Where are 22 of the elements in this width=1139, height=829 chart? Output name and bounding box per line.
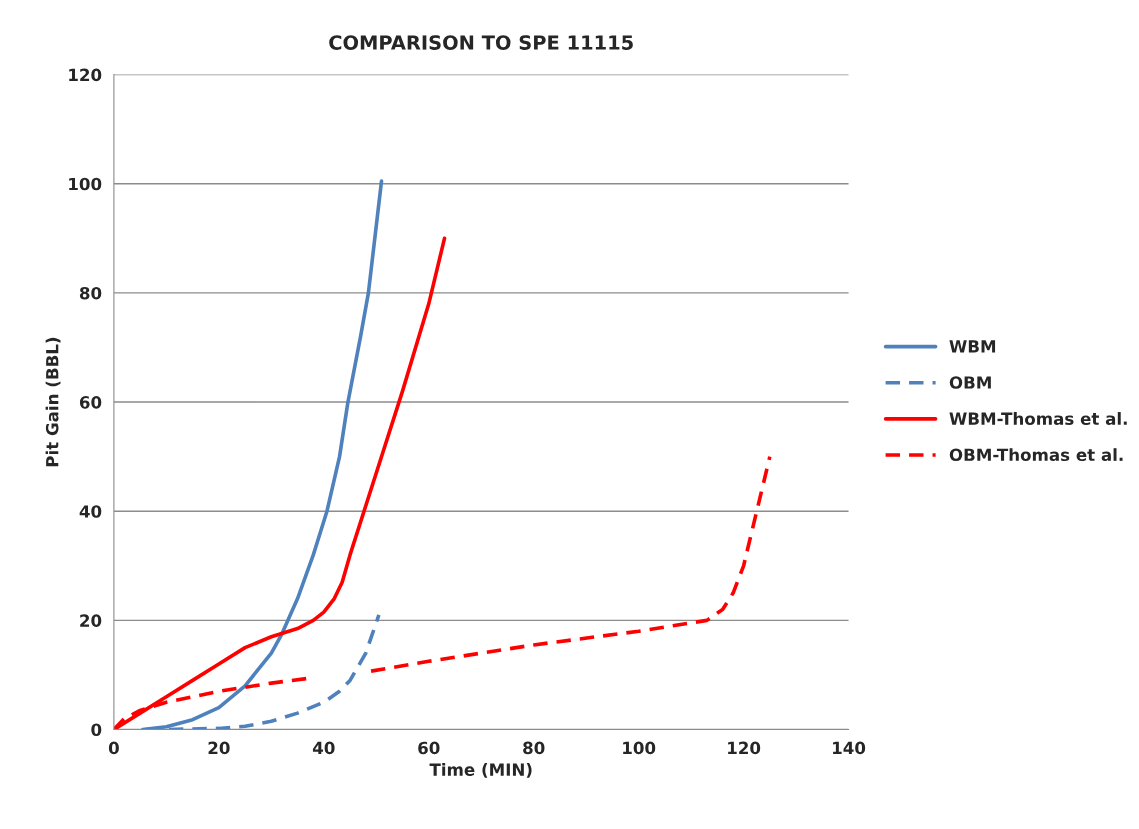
x-tick-label: 40 bbox=[312, 741, 335, 755]
y-tick-label: 60 bbox=[79, 396, 102, 409]
chart-title: COMPARISON TO SPE 11115 bbox=[329, 35, 633, 50]
y-tick-label: 0 bbox=[91, 723, 102, 737]
legend-label: OBM bbox=[949, 376, 991, 389]
legend-label: WBM bbox=[949, 340, 996, 353]
x-tick-label: 100 bbox=[623, 741, 656, 755]
y-axis-title: Pit Gain (BBL) bbox=[45, 337, 61, 467]
y-tick-label: 80 bbox=[79, 286, 102, 300]
y-tick-label: 20 bbox=[80, 614, 102, 627]
x-axis-title: Time (MIN) bbox=[429, 763, 532, 778]
x-tick-label: 120 bbox=[728, 741, 761, 755]
x-tick-label: 0 bbox=[108, 741, 119, 755]
x-tick-label: 80 bbox=[523, 741, 545, 755]
y-tick-label: 120 bbox=[69, 68, 102, 82]
x-tick-label: 20 bbox=[208, 741, 230, 755]
x-tick-label: 60 bbox=[418, 741, 440, 755]
legend-label: OBM-Thomas et al. bbox=[949, 448, 1123, 462]
y-tick-label: 100 bbox=[69, 177, 102, 191]
y-tick-label: 40 bbox=[79, 505, 102, 518]
legend-label: WBM-Thomas et al. bbox=[949, 412, 1127, 425]
x-tick-label: 140 bbox=[833, 741, 866, 755]
